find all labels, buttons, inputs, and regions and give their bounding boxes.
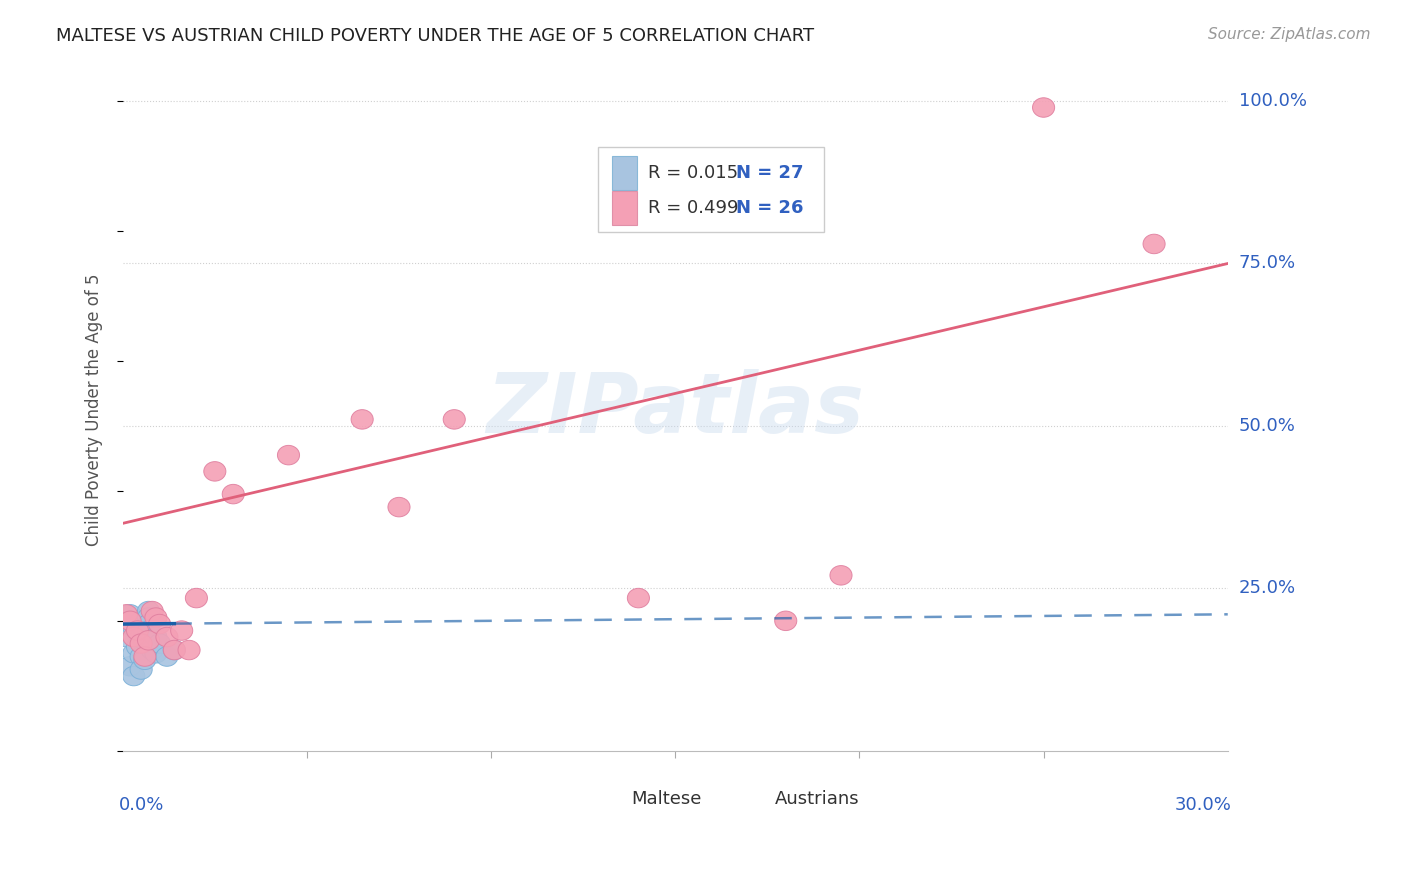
Ellipse shape: [156, 647, 179, 666]
Text: MALTESE VS AUSTRIAN CHILD POVERTY UNDER THE AGE OF 5 CORRELATION CHART: MALTESE VS AUSTRIAN CHILD POVERTY UNDER …: [56, 27, 814, 45]
Ellipse shape: [138, 607, 159, 627]
Text: N = 26: N = 26: [735, 200, 803, 218]
Text: 75.0%: 75.0%: [1239, 254, 1296, 272]
Ellipse shape: [277, 445, 299, 465]
Ellipse shape: [627, 589, 650, 607]
Ellipse shape: [120, 657, 141, 676]
Text: Austrians: Austrians: [775, 789, 859, 807]
Ellipse shape: [122, 643, 145, 663]
Text: 25.0%: 25.0%: [1239, 579, 1296, 598]
FancyBboxPatch shape: [598, 785, 623, 813]
Ellipse shape: [149, 615, 170, 634]
Ellipse shape: [1032, 98, 1054, 117]
Text: 100.0%: 100.0%: [1239, 92, 1306, 110]
Ellipse shape: [163, 640, 186, 660]
Ellipse shape: [145, 643, 167, 663]
Text: R = 0.499: R = 0.499: [648, 200, 738, 218]
Ellipse shape: [138, 621, 159, 640]
Text: Source: ZipAtlas.com: Source: ZipAtlas.com: [1208, 27, 1371, 42]
Y-axis label: Child Poverty Under the Age of 5: Child Poverty Under the Age of 5: [86, 273, 103, 546]
Ellipse shape: [134, 650, 156, 670]
Ellipse shape: [131, 647, 152, 666]
Ellipse shape: [222, 484, 245, 504]
Ellipse shape: [141, 601, 163, 621]
Ellipse shape: [134, 647, 156, 666]
Ellipse shape: [127, 621, 149, 640]
Ellipse shape: [120, 611, 141, 631]
Ellipse shape: [138, 631, 159, 650]
Ellipse shape: [134, 624, 156, 643]
Ellipse shape: [131, 660, 152, 680]
Text: 50.0%: 50.0%: [1239, 417, 1296, 435]
Text: ZIPatlas: ZIPatlas: [486, 369, 865, 450]
Ellipse shape: [145, 627, 167, 647]
Ellipse shape: [388, 498, 411, 516]
Ellipse shape: [186, 589, 208, 607]
Text: 0.0%: 0.0%: [120, 797, 165, 814]
Ellipse shape: [204, 462, 226, 481]
Ellipse shape: [138, 615, 159, 634]
Ellipse shape: [443, 409, 465, 429]
Ellipse shape: [775, 611, 797, 631]
Ellipse shape: [141, 640, 163, 660]
FancyBboxPatch shape: [598, 147, 824, 232]
Ellipse shape: [115, 627, 138, 647]
Ellipse shape: [145, 607, 167, 627]
Ellipse shape: [122, 627, 145, 647]
Ellipse shape: [163, 640, 186, 660]
Ellipse shape: [122, 666, 145, 686]
Ellipse shape: [170, 621, 193, 640]
Text: N = 27: N = 27: [735, 164, 803, 182]
Ellipse shape: [179, 640, 200, 660]
Ellipse shape: [131, 611, 152, 631]
Ellipse shape: [127, 621, 149, 640]
Ellipse shape: [120, 605, 141, 624]
Ellipse shape: [134, 631, 156, 650]
Ellipse shape: [141, 631, 163, 650]
Ellipse shape: [149, 634, 170, 653]
Ellipse shape: [127, 637, 149, 657]
Text: 30.0%: 30.0%: [1174, 797, 1232, 814]
Text: Maltese: Maltese: [631, 789, 702, 807]
Ellipse shape: [1143, 235, 1166, 253]
FancyBboxPatch shape: [612, 191, 637, 226]
Ellipse shape: [830, 566, 852, 585]
Text: R = 0.015: R = 0.015: [648, 164, 738, 182]
FancyBboxPatch shape: [741, 785, 766, 813]
Ellipse shape: [156, 627, 179, 647]
Ellipse shape: [131, 627, 152, 647]
Ellipse shape: [120, 611, 141, 631]
Ellipse shape: [131, 634, 152, 653]
Ellipse shape: [352, 409, 373, 429]
Ellipse shape: [115, 605, 138, 624]
FancyBboxPatch shape: [612, 156, 637, 190]
Ellipse shape: [138, 601, 159, 621]
Ellipse shape: [122, 617, 145, 637]
